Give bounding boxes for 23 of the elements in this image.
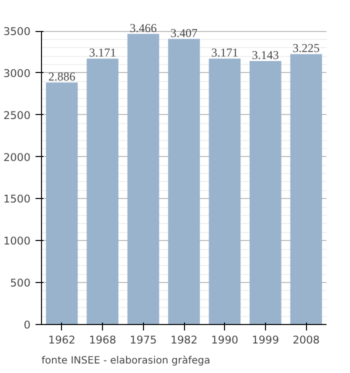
y-tick-label: 1500 — [3, 192, 31, 206]
y-tick-label: 3000 — [3, 66, 31, 80]
x-tick-label: 1962 — [48, 334, 76, 346]
data-label: 3.407 — [170, 26, 198, 40]
data-label: 3.143 — [252, 48, 279, 62]
y-tick-label: 2500 — [3, 108, 31, 122]
y-tick-label: 0 — [24, 318, 31, 332]
x-tick-label: 1990 — [211, 334, 238, 346]
x-tick-label: 1968 — [89, 334, 116, 346]
x-tick-label: 1999 — [252, 334, 280, 346]
x-tick-label: 1975 — [130, 334, 157, 346]
y-tick-label: 3500 — [3, 25, 31, 38]
x-tick-label: 1982 — [170, 334, 198, 346]
source-note: fonte INSEE - elaborasion gràfega — [42, 356, 210, 366]
data-label: 3.466 — [130, 20, 157, 35]
x-tick-label: 2008 — [292, 334, 320, 346]
y-tick-label: 1000 — [3, 234, 31, 248]
data-label: 3.171 — [89, 46, 116, 60]
y-tick-label: 2000 — [3, 150, 31, 164]
data-label: 3.225 — [292, 41, 320, 56]
y-tick-label: 500 — [10, 276, 31, 290]
data-label: 2.886 — [48, 70, 76, 84]
data-label: 3.171 — [211, 46, 238, 60]
